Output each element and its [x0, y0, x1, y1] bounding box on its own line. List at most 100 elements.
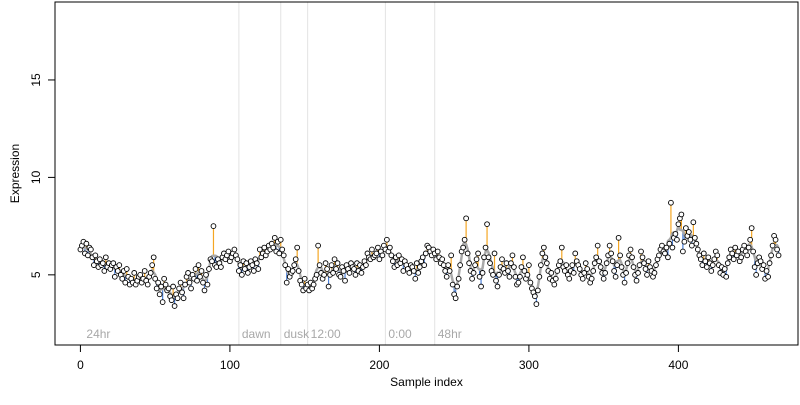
- data-point: [738, 254, 745, 261]
- data-point: [614, 262, 620, 268]
- data-point: [114, 268, 121, 274]
- data-point: [301, 275, 308, 282]
- data-point: [331, 256, 338, 263]
- data-point: [454, 283, 460, 290]
- data-point: [541, 244, 547, 251]
- data-point: [198, 268, 205, 274]
- phase-label: 48hr: [438, 327, 462, 341]
- data-point: [721, 266, 728, 272]
- data-point: [757, 258, 764, 265]
- data-point: [448, 252, 455, 259]
- data-point: [292, 256, 299, 263]
- x-tick-label: 400: [668, 358, 688, 372]
- data-point: [700, 250, 707, 257]
- data-point: [702, 258, 709, 265]
- data-point: [276, 250, 283, 257]
- data-point: [186, 279, 193, 286]
- data-point: [369, 246, 375, 253]
- data-point: [261, 244, 268, 251]
- data-point: [162, 281, 169, 288]
- data-point: [177, 279, 184, 286]
- data-point: [478, 283, 484, 290]
- data-point: [388, 252, 395, 259]
- data-point: [449, 281, 456, 288]
- data-point: [123, 266, 130, 272]
- data-point: [693, 240, 700, 247]
- data-point: [618, 264, 625, 270]
- data-point: [774, 246, 780, 253]
- data-point: [310, 281, 317, 288]
- data-point: [554, 268, 561, 274]
- data-point: [410, 268, 417, 274]
- data-point: [681, 238, 688, 245]
- data-point: [753, 271, 759, 278]
- data-point: [206, 266, 212, 272]
- data-point: [735, 248, 742, 255]
- data-point: [653, 262, 659, 268]
- data-point: [452, 295, 459, 302]
- data-point: [748, 225, 755, 231]
- data-point: [122, 279, 129, 286]
- data-point: [373, 250, 380, 257]
- data-point: [325, 283, 332, 290]
- data-point: [629, 254, 635, 261]
- data-point: [552, 275, 559, 282]
- data-point: [387, 244, 393, 251]
- data-point: [237, 262, 244, 268]
- data-point: [687, 236, 694, 243]
- data-point: [256, 246, 263, 253]
- data-point: [593, 254, 600, 261]
- data-point: [376, 256, 383, 263]
- data-point: [316, 262, 323, 268]
- data-point: [415, 270, 422, 276]
- data-point: [161, 275, 167, 282]
- data-point: [490, 271, 496, 278]
- data-point: [83, 240, 90, 247]
- data-point: [333, 266, 339, 272]
- data-point: [485, 254, 492, 261]
- data-point: [351, 266, 357, 272]
- data-point: [455, 275, 462, 282]
- data-point: [479, 270, 486, 276]
- data-point: [515, 279, 522, 286]
- data-point: [705, 254, 712, 261]
- data-point: [747, 236, 754, 243]
- data-point: [460, 244, 466, 251]
- data-point: [150, 254, 157, 261]
- data-point: [641, 260, 647, 266]
- data-point: [131, 270, 138, 276]
- data-point: [110, 260, 117, 266]
- data-point: [744, 252, 751, 259]
- data-point: [536, 273, 543, 280]
- data-point: [768, 252, 774, 259]
- data-point: [156, 291, 163, 298]
- data-point: [159, 299, 166, 305]
- data-point: [538, 262, 544, 268]
- data-point: [751, 264, 758, 270]
- data-point: [141, 268, 148, 274]
- data-point: [699, 262, 706, 268]
- data-point: [579, 275, 586, 282]
- data-point: [171, 303, 178, 309]
- data-point: [200, 279, 206, 286]
- data-point: [602, 270, 608, 276]
- data-point: [678, 211, 685, 218]
- data-point: [703, 264, 710, 270]
- data-point: [709, 262, 716, 268]
- data-point: [511, 264, 517, 270]
- data-point: [375, 244, 381, 251]
- data-point: [635, 270, 641, 276]
- data-point: [642, 266, 649, 272]
- data-point: [413, 260, 420, 266]
- data-point: [638, 248, 644, 255]
- data-point: [691, 234, 698, 241]
- data-point: [745, 244, 752, 251]
- data-point: [615, 234, 622, 241]
- data-point: [714, 252, 721, 259]
- data-point: [636, 262, 643, 268]
- y-tick-label: 5: [29, 271, 43, 278]
- data-point: [111, 273, 118, 280]
- data-point: [765, 273, 771, 280]
- data-point: [750, 248, 757, 255]
